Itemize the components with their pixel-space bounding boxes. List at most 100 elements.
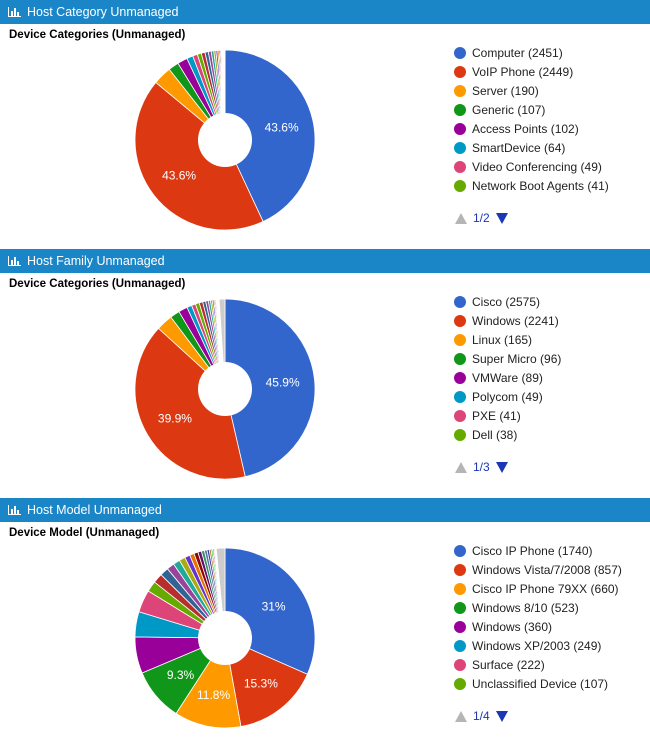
legend-swatch [454, 602, 466, 614]
previous-page-icon [455, 711, 467, 722]
legend-swatch [454, 161, 466, 173]
bar-chart-icon [8, 505, 21, 515]
legend-label: Windows Vista/7/2008 (857) [472, 563, 622, 577]
legend-label: Unclassified Device (107) [472, 677, 608, 691]
pie-chart[interactable]: 45.9% 39.9% [125, 289, 325, 489]
legend-swatch [454, 545, 466, 557]
legend-swatch [454, 372, 466, 384]
legend-item[interactable]: Generic (107) [454, 100, 609, 119]
legend-item[interactable]: SmartDevice (64) [454, 138, 609, 157]
legend-swatch [454, 353, 466, 365]
legend-item[interactable]: VoIP Phone (2449) [454, 62, 609, 81]
donut-hole [198, 611, 252, 665]
legend-swatch [454, 410, 466, 422]
legend-item[interactable]: Cisco (2575) [454, 292, 561, 311]
legend-label: Access Points (102) [472, 122, 579, 136]
pie-chart[interactable]: 31% 15.3% 11.8%9.3% [125, 538, 325, 738]
legend-swatch [454, 104, 466, 116]
legend-label: Computer (2451) [472, 46, 563, 60]
legend-label: VoIP Phone (2449) [472, 65, 573, 79]
legend-swatch [454, 334, 466, 346]
legend-item[interactable]: Super Micro (96) [454, 349, 561, 368]
legend-swatch [454, 296, 466, 308]
slice-percent-label: 11.8% [197, 688, 230, 702]
donut-hole [198, 113, 252, 167]
legend-swatch [454, 142, 466, 154]
panel-header: Host Category Unmanaged [0, 0, 650, 24]
next-page-icon[interactable] [496, 213, 508, 224]
legend-label: Windows (2241) [472, 314, 559, 328]
legend-item[interactable]: Linux (165) [454, 330, 561, 349]
previous-page-icon [455, 462, 467, 473]
legend-label: Video Conferencing (49) [472, 160, 602, 174]
pager-text: 1/4 [473, 709, 490, 723]
legend-label: Generic (107) [472, 103, 545, 117]
legend-item[interactable]: Windows XP/2003 (249) [454, 636, 622, 655]
legend-pager: 1/4 [455, 709, 508, 723]
donut-hole [198, 362, 252, 416]
panel-host-family: Host Family Unmanaged Device Categories … [0, 249, 650, 498]
panel-title: Host Category Unmanaged [27, 0, 178, 24]
legend-item[interactable]: Surface (222) [454, 655, 622, 674]
legend-item[interactable]: Cisco IP Phone (1740) [454, 541, 622, 560]
legend-label: Windows 8/10 (523) [472, 601, 579, 615]
legend-item[interactable]: Network Boot Agents (41) [454, 176, 609, 195]
legend-pager: 1/3 [455, 460, 508, 474]
next-page-icon[interactable] [496, 462, 508, 473]
slice-percent-label: 15.3% [244, 677, 278, 691]
previous-page-icon [455, 213, 467, 224]
legend-item[interactable]: Unclassified Device (107) [454, 674, 622, 693]
legend-label: Cisco IP Phone (1740) [472, 544, 593, 558]
legend-item[interactable]: Access Points (102) [454, 119, 609, 138]
legend-swatch [454, 315, 466, 327]
legend-swatch [454, 85, 466, 97]
panel-host-model: Host Model Unmanaged Device Model (Unman… [0, 498, 650, 732]
panel-host-category: Host Category Unmanaged Device Categorie… [0, 0, 650, 249]
legend-pager: 1/2 [455, 211, 508, 225]
chart-legend: Computer (2451) VoIP Phone (2449) Server (… [454, 43, 609, 195]
legend-item[interactable]: Computer (2451) [454, 43, 609, 62]
legend-swatch [454, 659, 466, 671]
legend-item[interactable]: Cisco IP Phone 79XX (660) [454, 579, 622, 598]
panel-header: Host Model Unmanaged [0, 498, 650, 522]
bar-chart-icon [8, 256, 21, 266]
legend-swatch [454, 429, 466, 441]
legend-item[interactable]: Windows (2241) [454, 311, 561, 330]
slice-percent-label: 9.3% [167, 668, 195, 682]
legend-item[interactable]: VMWare (89) [454, 368, 561, 387]
legend-label: Polycom (49) [472, 390, 543, 404]
chart-legend: Cisco IP Phone (1740) Windows Vista/7/200… [454, 541, 622, 693]
pie-chart[interactable]: 43.6%43.6% [125, 40, 325, 240]
next-page-icon[interactable] [496, 711, 508, 722]
legend-swatch [454, 66, 466, 78]
legend-item[interactable]: Windows 8/10 (523) [454, 598, 622, 617]
legend-swatch [454, 123, 466, 135]
legend-label: Windows XP/2003 (249) [472, 639, 601, 653]
legend-item[interactable]: Video Conferencing (49) [454, 157, 609, 176]
legend-item[interactable]: Server (190) [454, 81, 609, 100]
legend-item[interactable]: Dell (38) [454, 425, 561, 444]
legend-label: SmartDevice (64) [472, 141, 565, 155]
legend-item[interactable]: Polycom (49) [454, 387, 561, 406]
legend-label: PXE (41) [472, 409, 521, 423]
legend-item[interactable]: Windows Vista/7/2008 (857) [454, 560, 622, 579]
legend-label: Dell (38) [472, 428, 517, 442]
legend-swatch [454, 564, 466, 576]
legend-label: Cisco IP Phone 79XX (660) [472, 582, 619, 596]
legend-label: Super Micro (96) [472, 352, 561, 366]
slice-percent-label: 31% [262, 599, 286, 613]
legend-item[interactable]: Windows (360) [454, 617, 622, 636]
legend-item[interactable]: PXE (41) [454, 406, 561, 425]
legend-label: Surface (222) [472, 658, 545, 672]
panel-header: Host Family Unmanaged [0, 249, 650, 273]
panel-title: Host Family Unmanaged [27, 249, 165, 273]
slice-percent-label: 45.9% [266, 375, 300, 389]
pager-text: 1/2 [473, 211, 490, 225]
slice-percent-label: 39.9% [158, 411, 192, 425]
legend-swatch [454, 678, 466, 690]
legend-label: Network Boot Agents (41) [472, 179, 609, 193]
legend-label: Windows (360) [472, 620, 552, 634]
legend-swatch [454, 47, 466, 59]
slice-percent-label: 43.6% [162, 168, 196, 182]
legend-swatch [454, 391, 466, 403]
